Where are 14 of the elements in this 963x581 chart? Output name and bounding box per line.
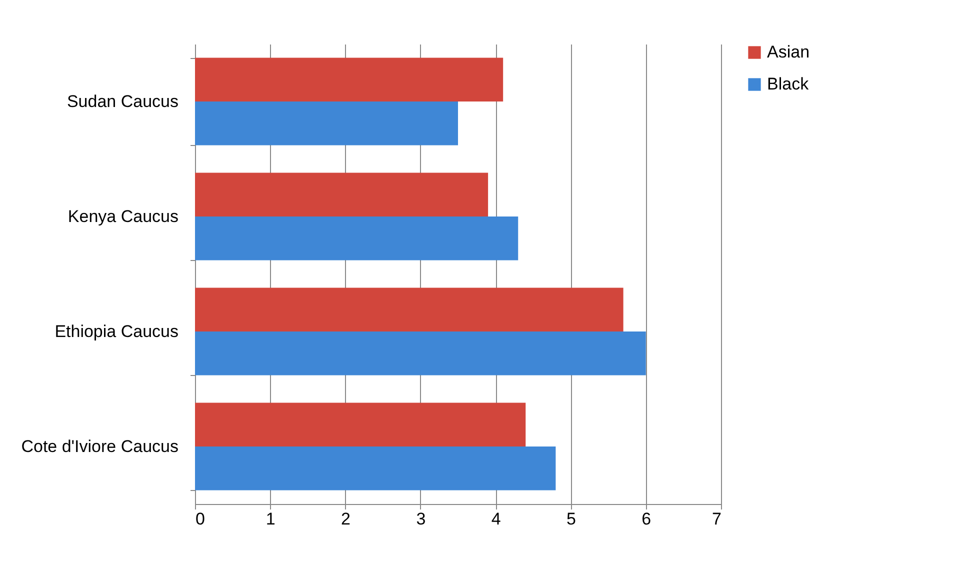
y-tick-label: Kenya Caucus — [68, 207, 178, 226]
y-tick-label: Cote d'Iviore Caucus — [21, 437, 178, 456]
legend-label: Black — [767, 74, 810, 94]
x-tick-label: 5 — [566, 510, 576, 528]
x-tick-label: 2 — [341, 510, 351, 528]
x-tick-label: 0 — [196, 510, 205, 528]
legend-label: Asian — [767, 42, 810, 62]
x-tick-label: 4 — [491, 510, 501, 528]
x-tick-label: 6 — [642, 510, 652, 528]
x-tick-label: 3 — [416, 510, 426, 528]
y-tick-label: Ethiopia Caucus — [54, 322, 178, 341]
x-tick-label: 7 — [712, 510, 722, 528]
x-tick-label: 1 — [266, 510, 276, 528]
y-tick-label: Sudan Caucus — [66, 92, 178, 111]
